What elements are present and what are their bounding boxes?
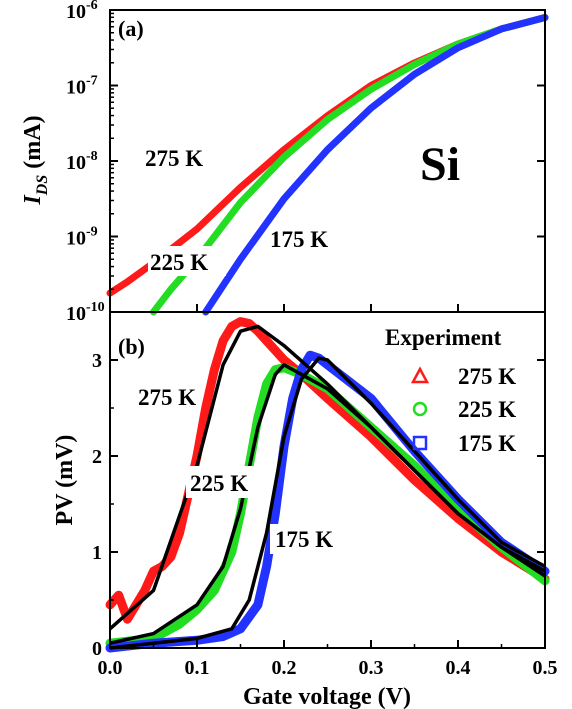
panel-a-ytick-label: 10-10	[66, 300, 105, 325]
panel-b-ytick-label: 0	[92, 638, 102, 660]
panel-b-xtick-label: 0.3	[359, 657, 384, 679]
panel-b-xtick-label: 0.2	[272, 657, 297, 679]
panel-b-label: (b)	[118, 334, 145, 359]
panel-a-ticks: 10-10 10-9 10-8 10-7 10-6	[66, 0, 546, 325]
panel-b-xtick-label: 0.5	[533, 657, 558, 679]
panel-b-fit-1	[109, 363, 546, 645]
panel-a: 10-10 10-9 10-8 10-7 10-6 (a) Si 275 K 225 K…	[20, 0, 549, 325]
label-275k-b: 275 K	[138, 385, 196, 410]
panel-a-ylabel: IDS (mA)	[20, 115, 51, 205]
ylabel-main: I	[20, 194, 46, 206]
panel-a-ytick-exponent: -8	[86, 149, 98, 164]
label-175k-b-bg	[270, 524, 352, 554]
si-annotation: Si	[420, 138, 460, 191]
legend-175k: 175 K	[458, 431, 516, 456]
panel-a-ytick-label: 10-7	[66, 74, 98, 99]
panel-b: 0 1 2 3 0.0 0.1 0.2 0.3 0.4 0.5 (b) 275 K 225 K 1…	[52, 311, 558, 709]
panel-a-ytick-label: 10-8	[66, 149, 98, 174]
ylabel-sub: DS	[34, 175, 51, 197]
panel-b-xtick-label: 0.0	[98, 657, 123, 679]
label-225k-a-bg	[148, 246, 226, 276]
label-175k-a: 175 K	[270, 227, 328, 252]
label-275k-a: 275 K	[145, 146, 203, 171]
panel-b-fit-2	[109, 356, 546, 650]
legend-title: Experiment	[385, 325, 502, 350]
legend-275k: 275 K	[458, 364, 516, 389]
legend-circle-icon	[412, 401, 428, 417]
panel-a-ytick-exponent: -10	[86, 300, 105, 315]
panel-b-ytick-label: 1	[92, 542, 102, 564]
label-225k-b: 225 K	[190, 471, 248, 496]
legend-triangle-icon	[410, 366, 430, 384]
panel-a-ytick-exponent: -6	[86, 0, 98, 13]
panel-a-ytick-label: 10-9	[66, 225, 98, 250]
panel-b-ytick-label: 2	[92, 446, 102, 468]
panel-b-series-0-line	[105, 317, 550, 624]
panel-a-ytick-exponent: -7	[86, 74, 98, 89]
legend-225k: 225 K	[458, 397, 516, 422]
panel-b-xtick-label: 0.1	[185, 657, 210, 679]
legend: Experiment 275 K 225 K 175 K	[385, 325, 516, 456]
panel-b-series-1-line	[105, 363, 550, 648]
x-axis-label: Gate voltage (V)	[243, 684, 411, 709]
label-175k-b: 175 K	[275, 527, 333, 552]
panel-b-ticks: 0 1 2 3 0.0 0.1 0.2 0.3 0.4 0.5	[92, 350, 558, 679]
panel-a-series-2-line	[202, 14, 549, 316]
panel-b-ytick-label: 3	[92, 350, 102, 372]
panel-a-label: (a)	[118, 16, 144, 41]
svg-text:IDS(mA): IDS (mA)	[20, 115, 51, 205]
panel-b-fits	[108, 324, 546, 650]
label-225k-a: 225 K	[150, 250, 208, 275]
panel-b-xtick-label: 0.4	[446, 657, 471, 679]
panel-a-ytick-exponent: -9	[86, 225, 98, 240]
label-225k-b-bg	[186, 466, 268, 498]
legend-square-icon	[412, 435, 428, 451]
ylabel-unit: (mA)	[20, 115, 46, 168]
panel-b-ylabel: PV (mV)	[52, 435, 78, 526]
panel-a-ytick-label: 10-6	[66, 0, 98, 23]
